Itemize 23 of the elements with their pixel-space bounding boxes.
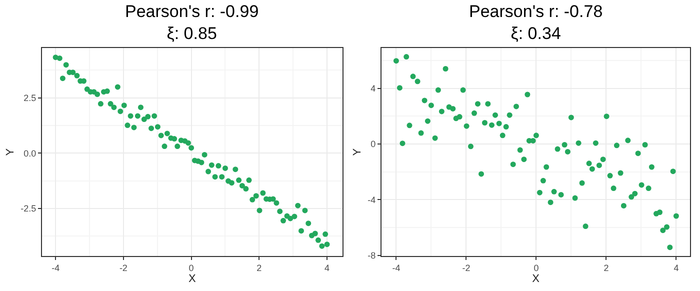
x-tick-label: -4 xyxy=(392,262,400,273)
x-axis-title: X xyxy=(532,273,540,286)
x-tick-label: -2 xyxy=(462,262,470,273)
x-tick-label: 4 xyxy=(674,262,679,273)
y-axis-title: Y xyxy=(351,148,364,156)
x-axis-title: X xyxy=(188,273,196,286)
x-tick-label: 0 xyxy=(188,262,194,273)
y-tick-label: -4 xyxy=(368,194,376,205)
y-tick-label: 0 xyxy=(370,139,376,150)
chart-title: Pearson's r: -0.78 ξ: 0.34 xyxy=(469,2,603,44)
y-tick-label: -8 xyxy=(368,250,376,261)
x-tick-label: -2 xyxy=(119,262,128,273)
y-tick-label: -2.5 xyxy=(20,204,36,214)
y-tick-label: 2.5 xyxy=(24,92,36,103)
x-tick-label: 0 xyxy=(534,262,539,273)
x-tick-label: 2 xyxy=(604,262,609,273)
y-axis-title: Y xyxy=(4,148,16,156)
y-tick-label: 0.0 xyxy=(24,148,36,158)
x-tick-label: 4 xyxy=(324,262,330,273)
x-tick-label: -4 xyxy=(52,262,60,273)
chart-title: Pearson's r: -0.99 ξ: 0.85 xyxy=(125,2,259,44)
y-tick-label: 4 xyxy=(370,84,376,94)
x-tick-label: 2 xyxy=(256,262,262,273)
